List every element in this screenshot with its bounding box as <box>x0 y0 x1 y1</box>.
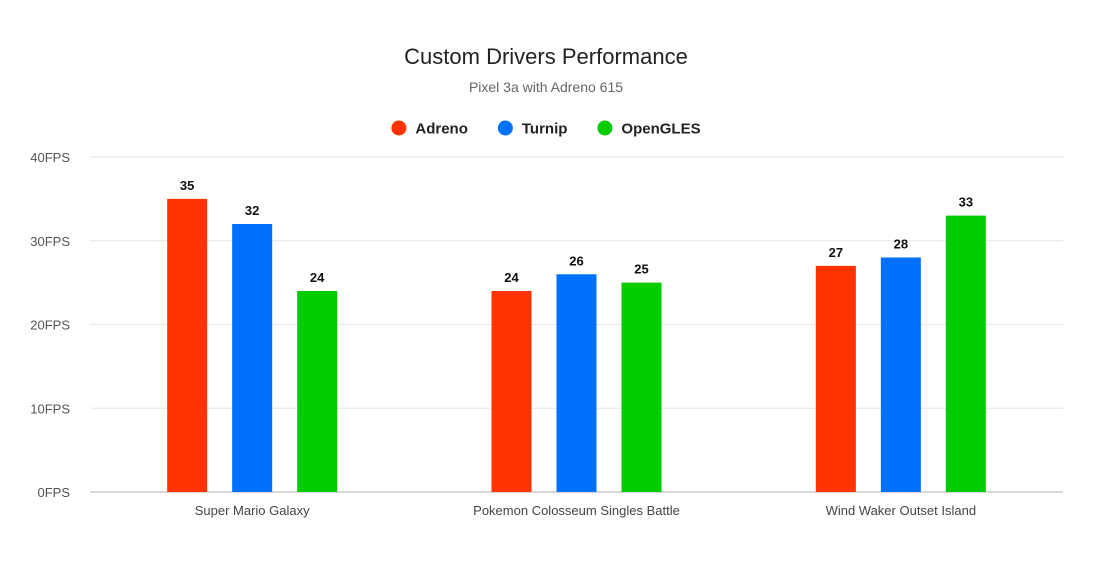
data-label: 25 <box>634 262 648 277</box>
data-label: 27 <box>829 245 843 260</box>
x-tick-label: Pokemon Colosseum Singles Battle <box>473 503 680 518</box>
bar-adreno-3 <box>815 265 856 492</box>
data-label: 24 <box>504 270 519 285</box>
bar-opengles-2 <box>621 282 662 492</box>
y-tick-label: 20FPS <box>30 318 70 333</box>
legend-marker <box>597 120 613 136</box>
bar-turnip-3 <box>880 257 921 492</box>
bars <box>167 198 986 492</box>
bar-adreno-2 <box>491 291 532 492</box>
data-label: 32 <box>245 203 259 218</box>
x-tick-label: Wind Waker Outset Island <box>826 503 977 518</box>
legend: Adreno Turnip OpenGLES <box>391 120 701 138</box>
y-tick-label: 40FPS <box>30 150 70 165</box>
legend-item-turnip[interactable]: Turnip <box>497 120 568 138</box>
bar-opengles-3 <box>945 215 986 492</box>
bar-turnip-2 <box>556 274 597 492</box>
bar-opengles-1 <box>297 291 338 492</box>
data-labels: 35 32 24 24 26 25 27 28 33 <box>180 178 973 285</box>
x-tick-label: Super Mario Galaxy <box>195 503 310 518</box>
y-tick-label: 0FPS <box>37 485 70 500</box>
data-label: 26 <box>569 253 583 268</box>
chart-subtitle: Pixel 3a with Adreno 615 <box>469 79 623 95</box>
bar-turnip-1 <box>232 224 273 492</box>
y-tick-label: 10FPS <box>30 401 70 416</box>
legend-marker <box>391 120 407 136</box>
legend-item-opengles[interactable]: OpenGLES <box>597 120 701 138</box>
chart-title: Custom Drivers Performance <box>404 44 688 69</box>
x-axis: Super Mario Galaxy Pokemon Colosseum Sing… <box>195 503 976 518</box>
legend-marker <box>497 120 513 136</box>
data-label: 35 <box>180 178 194 193</box>
legend-label: OpenGLES <box>621 121 700 138</box>
data-label: 28 <box>894 237 908 252</box>
bar-adreno-1 <box>167 198 208 492</box>
y-axis: 0FPS 10FPS 20FPS 30FPS 40FPS <box>30 150 70 500</box>
data-label: 24 <box>310 270 325 285</box>
data-label: 33 <box>959 195 973 210</box>
legend-item-adreno[interactable]: Adreno <box>391 120 468 138</box>
y-tick-label: 30FPS <box>30 234 70 249</box>
legend-label: Adreno <box>415 121 468 138</box>
legend-label: Turnip <box>522 121 568 138</box>
